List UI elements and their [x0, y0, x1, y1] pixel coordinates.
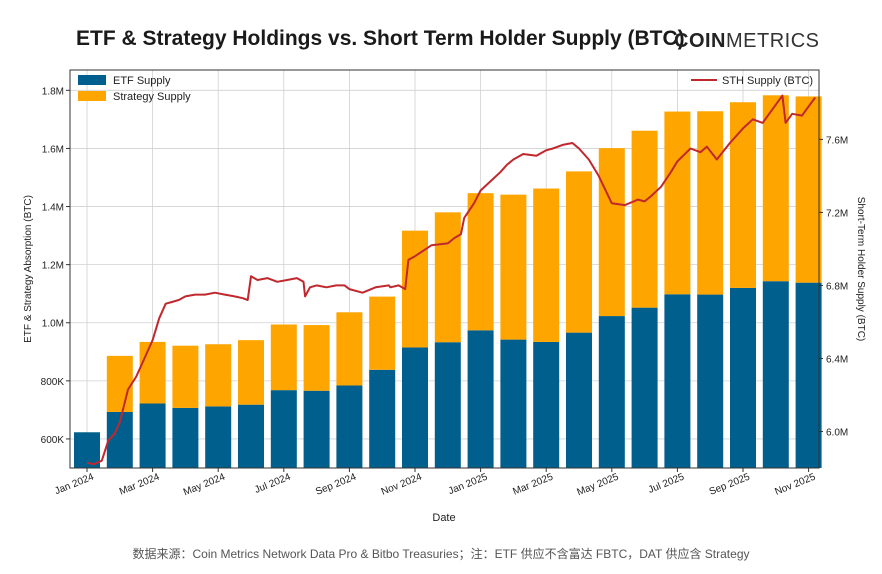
bar-etf [336, 385, 363, 468]
bar-etf [697, 294, 724, 468]
source-note: 数据来源：Coin Metrics Network Data Pro & Bit… [132, 547, 750, 561]
line-layer [86, 94, 817, 466]
page-title: ETF & Strategy Holdings vs. Short Term H… [76, 27, 685, 50]
bar-strategy [533, 188, 560, 342]
x-tick-label: May 2024 [182, 471, 227, 498]
bars-layer [74, 95, 822, 468]
bar-strategy [303, 325, 330, 391]
x-tick-label: Jul 2024 [253, 471, 293, 496]
bar-etf [369, 369, 396, 468]
bar-strategy [664, 111, 691, 295]
bar-etf [795, 282, 822, 468]
legend-swatch-etf [78, 75, 106, 85]
y-tick-label-right: 7.2M [826, 208, 848, 219]
legend-swatch-strategy [78, 91, 106, 101]
bar-strategy [697, 111, 724, 295]
bar-strategy [762, 95, 789, 282]
bar-etf [238, 404, 264, 468]
bar-strategy [106, 355, 133, 412]
legend-label-sth: STH Supply (BTC) [722, 75, 813, 87]
bar-strategy [205, 344, 232, 407]
bar-strategy [139, 341, 166, 404]
x-tick-label: Sep 2025 [708, 471, 752, 497]
bar-etf [172, 407, 199, 468]
chart: 600K 800K 1.0M 1.2M 1.4M 1.6M 1.8M 6.0M 6.4M 6.8M… [23, 69, 866, 524]
y-tick-label-left: 800K [41, 377, 65, 388]
bar-etf [434, 342, 461, 468]
bar-etf [139, 403, 166, 468]
bar-etf [566, 332, 592, 468]
x-tick-label: May 2025 [575, 471, 620, 498]
brand-logo: COINMETRICS [674, 30, 820, 53]
legend-label-strategy: Strategy Supply [113, 91, 191, 103]
y-tick-label-right: 6.0M [826, 427, 848, 438]
y-tick-label-right: 6.4M [826, 354, 848, 365]
y-axis-title-left: ETF & Strategy Absorption (BTC) [23, 195, 34, 343]
bar-etf [205, 406, 232, 468]
bar-strategy [434, 212, 461, 343]
y-axis-title-right: Short-Term Holder Supply (BTC) [855, 197, 866, 341]
bar-etf [402, 347, 428, 468]
x-tick-label: Mar 2024 [118, 471, 162, 497]
bar-strategy [172, 345, 199, 408]
bar-strategy [336, 312, 363, 386]
bar-etf [533, 341, 560, 468]
bar-etf [762, 281, 789, 468]
bar-etf [598, 316, 625, 468]
bar-etf [270, 390, 297, 468]
y-tick-label-left: 1.8M [42, 86, 64, 97]
plot-frame [69, 69, 820, 469]
bar-strategy [795, 96, 822, 283]
x-tick-label: Mar 2025 [511, 471, 555, 497]
bar-etf [303, 390, 330, 468]
bar-strategy [598, 148, 625, 317]
x-axis-title: Date [432, 512, 455, 524]
bar-strategy [270, 324, 297, 391]
bar-strategy [631, 130, 658, 308]
bar-etf [664, 294, 691, 468]
sth-supply-line [86, 94, 817, 466]
x-tick-label: Nov 2025 [773, 471, 817, 497]
x-tick-label: Jan 2025 [447, 471, 490, 497]
logo-light-text: METRICS [726, 30, 820, 52]
bar-etf [730, 287, 756, 468]
legend-right: STH Supply (BTC) [691, 75, 813, 87]
bar-strategy [369, 296, 396, 370]
bar-etf [74, 432, 100, 468]
y-tick-label-left: 1.6M [42, 144, 64, 155]
y-tick-label-left: 1.4M [42, 203, 64, 214]
bar-etf [500, 339, 527, 468]
bar-etf [467, 330, 494, 468]
x-tick-label: Nov 2024 [380, 471, 424, 497]
x-tick-label: Sep 2024 [314, 471, 358, 497]
legend-label-etf: ETF Supply [113, 75, 171, 87]
bar-strategy [730, 102, 756, 288]
bar-strategy [238, 340, 264, 405]
y-tick-label-right: 6.8M [826, 281, 848, 292]
bar-strategy [500, 194, 527, 340]
y-tick-label-left: 1.0M [42, 319, 64, 330]
bar-strategy [467, 193, 494, 331]
x-tick-label: Jan 2024 [53, 471, 96, 497]
legend-left: ETF Supply Strategy Supply [78, 75, 191, 103]
y-tick-label-left: 600K [41, 435, 65, 446]
logo-bold-text: COIN [674, 30, 726, 52]
y-tick-label-right: 7.6M [826, 135, 848, 146]
bar-strategy [566, 171, 592, 333]
bar-etf [631, 307, 658, 468]
y-tick-label-left: 1.2M [42, 261, 64, 272]
x-tick-label: Jul 2025 [647, 471, 687, 496]
